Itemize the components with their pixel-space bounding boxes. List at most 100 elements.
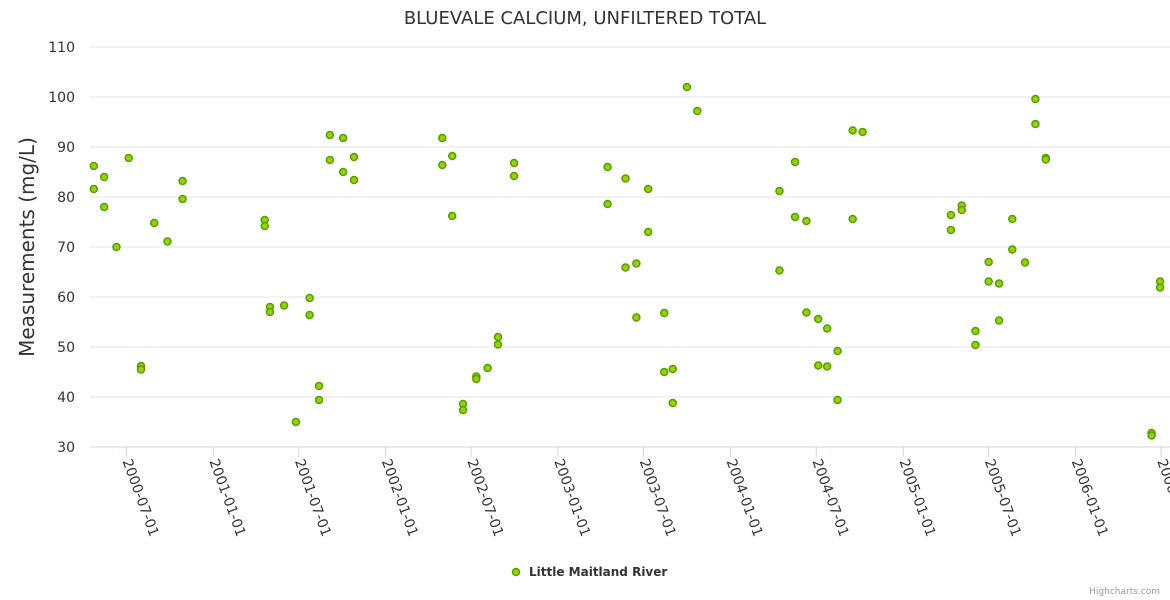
x-axis-ticks: 2000-07-01 2001-01-01 2001-07-01 2002-01-01… (119, 447, 1170, 539)
legend-item[interactable]: Little Maitland River (511, 565, 668, 579)
data-point[interactable] (693, 106, 702, 116)
data-point[interactable] (99, 202, 109, 212)
grid-lines (90, 46, 1170, 398)
data-point[interactable] (632, 313, 641, 322)
legend-marker (511, 567, 521, 577)
data-point[interactable] (790, 212, 800, 222)
data-point[interactable] (848, 126, 857, 135)
y-tick-label: 110 (48, 40, 75, 56)
data-point[interactable] (493, 340, 503, 349)
data-point[interactable] (178, 194, 187, 204)
data-point[interactable] (971, 326, 980, 336)
data-point[interactable] (124, 153, 133, 163)
data-point[interactable] (291, 417, 301, 427)
data-point[interactable] (314, 381, 324, 391)
data-point[interactable] (99, 172, 109, 182)
data-point[interactable] (338, 133, 348, 143)
data-point[interactable] (682, 82, 692, 92)
data-point[interactable] (89, 184, 99, 194)
data-point[interactable] (325, 130, 335, 140)
x-tick-label: 2004-07-01 (809, 457, 852, 539)
data-point[interactable] (1041, 155, 1051, 164)
data-point[interactable] (775, 266, 784, 275)
data-point[interactable] (643, 184, 653, 194)
data-point[interactable] (260, 221, 269, 231)
y-axis-ticks: 30 40 50 60 70 80 90 100 110 (48, 40, 75, 456)
credits-link[interactable]: Highcharts.com (1089, 587, 1160, 597)
data-point[interactable] (994, 279, 1004, 288)
data-point[interactable] (438, 133, 447, 143)
data-point[interactable] (149, 218, 159, 228)
data-point[interactable] (659, 367, 669, 377)
legend-label[interactable]: Little Maitland River (529, 565, 667, 579)
data-point[interactable] (1008, 245, 1017, 254)
data-point[interactable] (349, 152, 359, 162)
data-point[interactable] (994, 316, 1004, 325)
data-point[interactable] (802, 308, 811, 317)
data-point[interactable] (178, 176, 187, 186)
data-point[interactable] (858, 127, 867, 137)
data-point[interactable] (136, 365, 146, 374)
data-point[interactable] (643, 227, 653, 237)
data-point[interactable] (1031, 119, 1040, 129)
data-point[interactable] (790, 157, 800, 167)
data-point[interactable] (668, 364, 677, 374)
data-point[interactable] (338, 167, 348, 177)
data-point[interactable] (265, 307, 275, 317)
data-point[interactable] (1031, 94, 1040, 104)
data-point[interactable] (1008, 214, 1017, 224)
data-point[interactable] (603, 199, 612, 209)
y-tick-label: 70 (57, 240, 75, 256)
data-point[interactable] (984, 277, 993, 286)
data-point[interactable] (325, 155, 335, 165)
data-point[interactable] (632, 259, 641, 268)
data-point[interactable] (493, 332, 503, 342)
data-point[interactable] (603, 162, 612, 172)
data-point[interactable] (305, 293, 314, 303)
data-point[interactable] (775, 186, 784, 196)
data-point[interactable] (659, 308, 669, 318)
data-point[interactable] (822, 362, 832, 371)
data-point[interactable] (802, 216, 811, 226)
data-point[interactable] (314, 395, 324, 405)
data-point[interactable] (957, 205, 966, 215)
data-point[interactable] (946, 210, 956, 220)
x-tick-label: 2003-07-01 (636, 457, 679, 539)
data-point[interactable] (447, 151, 457, 161)
data-point[interactable] (349, 175, 359, 185)
x-tick-label: 2003-01-01 (550, 457, 593, 539)
data-point[interactable] (621, 174, 630, 183)
data-point[interactable] (1147, 431, 1156, 440)
data-point[interactable] (1155, 283, 1165, 292)
data-point[interactable] (112, 242, 121, 252)
data-point[interactable] (472, 374, 481, 384)
y-tick-label: 60 (57, 290, 75, 306)
y-tick-label: 80 (57, 190, 75, 206)
x-tick-label: 2005-07-01 (981, 457, 1024, 539)
data-point[interactable] (305, 310, 314, 320)
data-point[interactable] (438, 160, 447, 170)
x-tick-label: 2002-01-01 (378, 457, 421, 539)
data-point[interactable] (971, 340, 980, 350)
data-point[interactable] (813, 361, 823, 370)
data-point[interactable] (668, 398, 677, 408)
data-point[interactable] (946, 225, 956, 235)
data-point[interactable] (984, 257, 993, 267)
data-point[interactable] (1020, 258, 1030, 267)
data-point[interactable] (163, 237, 172, 246)
data-point[interactable] (509, 171, 519, 181)
data-point[interactable] (447, 211, 457, 221)
data-point[interactable] (822, 324, 832, 333)
data-point[interactable] (458, 405, 468, 415)
data-point[interactable] (509, 158, 519, 168)
data-point[interactable] (833, 395, 842, 405)
data-point[interactable] (483, 363, 492, 373)
data-point[interactable] (621, 263, 630, 272)
data-point[interactable] (89, 161, 99, 171)
series-points[interactable] (89, 82, 1165, 440)
data-point[interactable] (833, 346, 842, 356)
data-point[interactable] (848, 214, 857, 224)
data-point[interactable] (813, 314, 823, 324)
data-point[interactable] (279, 301, 289, 310)
